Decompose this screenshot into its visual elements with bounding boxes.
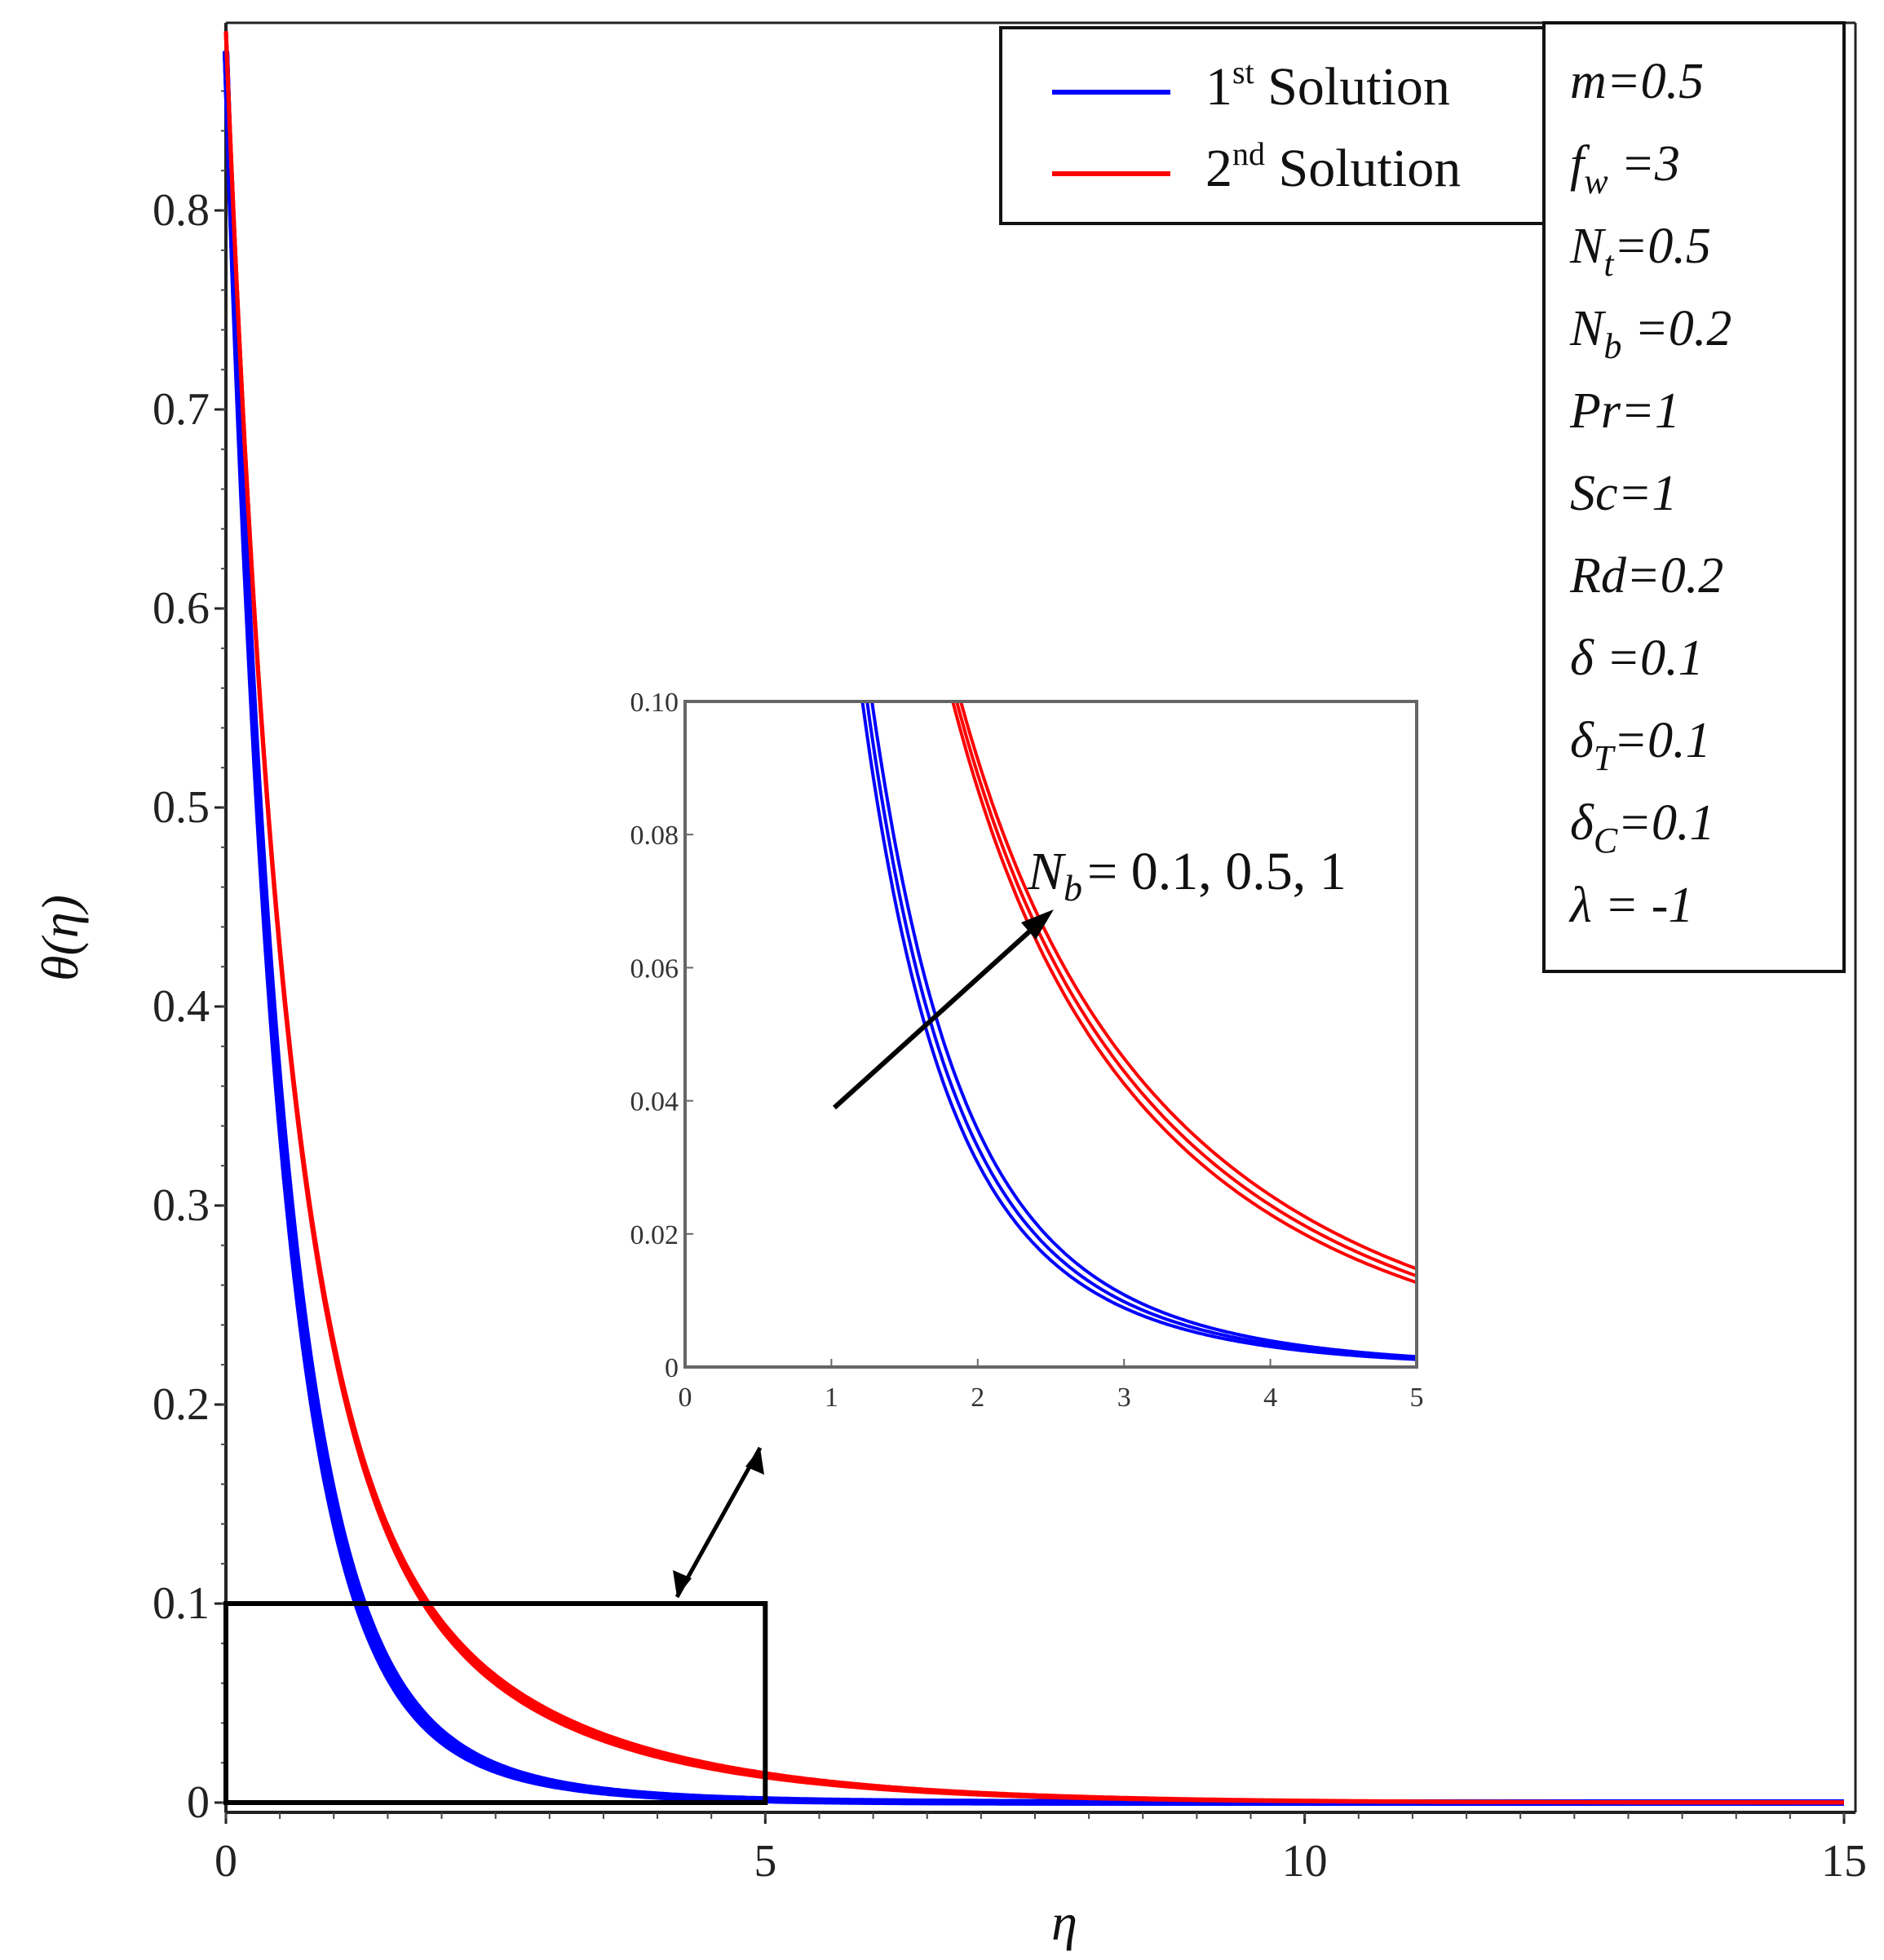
y-tick-label: 0 [187, 1777, 210, 1828]
parameter-line: δC=0.1 [1570, 795, 1715, 861]
main-tick-labels: 00.10.20.30.40.50.60.70.80 5 10 15 [153, 185, 1867, 1887]
x-tick-label: 10 [1282, 1836, 1328, 1887]
x-tick-label: 5 [754, 1836, 776, 1887]
inset-chart: 0 0.02 0.04 0.06 0.08 0.10 0 1 2 3 4 5 Nb= 0.1, 0.5… [630, 688, 1424, 1413]
y-tick-label: 0.8 [153, 185, 210, 236]
inset-y-tick-label: 0.08 [630, 821, 679, 851]
parameter-line: Pr=1 [1569, 383, 1680, 439]
parameter-line: Nt=0.5 [1569, 219, 1711, 284]
nb-trend-arrow [832, 916, 1046, 1110]
inset-x-tick-label: 2 [971, 1383, 984, 1413]
nb-trend-arrow-head [1021, 909, 1054, 940]
zoom-arrow [674, 1446, 763, 1599]
y-tick-label: 0.6 [153, 583, 210, 634]
parameter-line: δ =0.1 [1570, 630, 1704, 686]
inset-x-tick-label: 4 [1263, 1383, 1277, 1413]
inset-tick-labels: 0 0.02 0.04 0.06 0.08 0.10 0 1 2 3 4 5 [630, 688, 1424, 1413]
parameters-box: m=0.5 fw =3 Nt=0.5 Nb =0.2 Pr=1 Sc=1 Rd=0.2 δ =… [1542, 21, 1846, 973]
parameter-line: fw =3 [1570, 136, 1680, 201]
zoom-arrow-head-bottom [673, 1570, 692, 1597]
inset-x-tick-label: 0 [679, 1383, 692, 1413]
inset-series-lines [860, 701, 1417, 1361]
parameter-line: Rd=0.2 [1569, 548, 1723, 604]
parameter-line: δT=0.1 [1570, 713, 1711, 778]
inset-x-tick-label: 5 [1410, 1383, 1424, 1413]
inset-background [685, 701, 1417, 1367]
inset-line-first-nb-0_5 [865, 701, 1417, 1360]
legend-label-first: 1st Solution [1205, 54, 1450, 117]
x-tick-label: 15 [1821, 1836, 1867, 1887]
inset-y-tick-label: 0.06 [630, 953, 679, 984]
inset-line-second-nb-0_5 [954, 701, 1417, 1278]
y-tick-label: 0.2 [153, 1379, 210, 1430]
main-series-lines [223, 31, 1844, 1806]
y-tick-label: 0.7 [153, 384, 210, 435]
parameter-lines: m=0.5 fw =3 Nt=0.5 Nb =0.2 Pr=1 Sc=1 Rd=0.2 δ =… [1568, 54, 1731, 933]
y-tick-label: 0.5 [153, 782, 210, 833]
inset-frame [683, 700, 1418, 1369]
inset-line-second-nb-1 [958, 701, 1417, 1271]
zoom-box [223, 1601, 768, 1805]
nb-annotation: Nb= 0.1, 0.5, 1 [1027, 842, 1347, 909]
x-tick-label: 0 [214, 1836, 237, 1887]
parameter-line: Nb =0.2 [1569, 301, 1731, 366]
parameter-line: m=0.5 [1570, 54, 1704, 109]
legend-box [999, 26, 1549, 225]
y-tick-label: 0.1 [153, 1578, 210, 1629]
parameter-line: λ = -1 [1568, 878, 1693, 933]
inset-y-tick-label: 0 [665, 1353, 679, 1383]
zoom-group [223, 1446, 768, 1805]
y-axis-label: θ(η) [31, 895, 89, 981]
inset-y-tick-label: 0.04 [630, 1087, 679, 1117]
inset-x-tick-label: 1 [825, 1383, 838, 1413]
inset-line-first-nb-1 [870, 701, 1417, 1359]
zoom-arrow-head-top [745, 1448, 764, 1475]
inset-line-first-nb-0_1 [860, 701, 1417, 1361]
x-axis-label: η [1051, 1893, 1077, 1951]
inset-y-tick-label: 0.02 [630, 1220, 679, 1250]
y-tick-label: 0.3 [153, 1180, 210, 1231]
inset-line-second-nb-0_1 [951, 701, 1417, 1285]
legend-label-second: 2nd Solution [1205, 135, 1461, 198]
inset-ticks [684, 701, 1417, 1368]
inset-x-tick-label: 3 [1117, 1383, 1131, 1413]
parameters-frame [1542, 21, 1846, 973]
legend: 1st Solution 2nd Solution [999, 26, 1549, 225]
inset-y-tick-label: 0.10 [630, 688, 679, 718]
main-ticks [214, 90, 1846, 1824]
y-tick-label: 0.4 [153, 981, 210, 1032]
parameter-line: Sc=1 [1570, 466, 1677, 521]
series-line-second-nb-1 [223, 31, 1844, 1805]
